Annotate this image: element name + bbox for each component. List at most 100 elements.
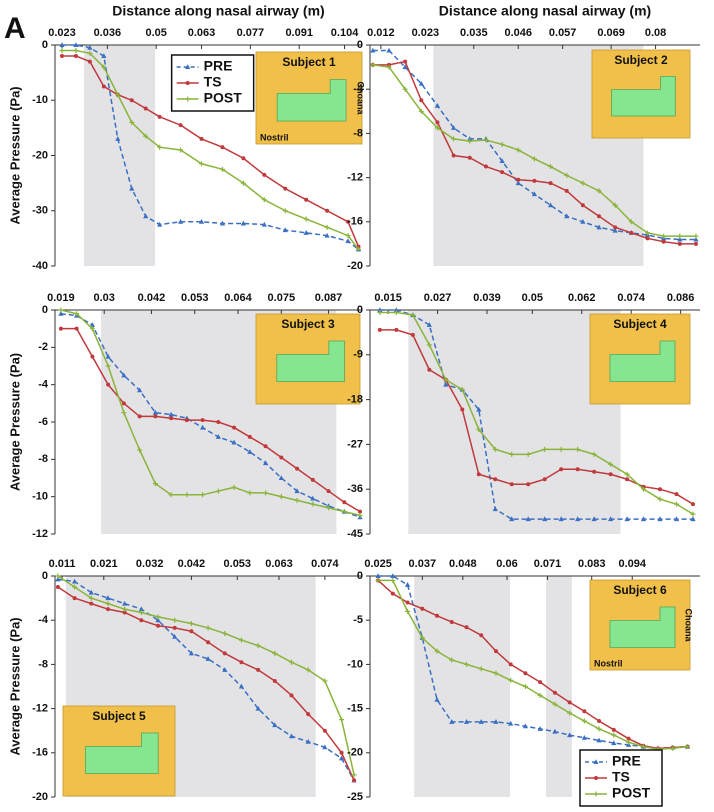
marker (582, 709, 587, 714)
y-tick-label: -10 (32, 94, 48, 106)
marker (129, 98, 134, 103)
x-tick-label: 0.048 (449, 558, 477, 570)
data-line (61, 44, 359, 251)
series (59, 48, 362, 252)
marker (89, 326, 95, 332)
series (58, 307, 363, 518)
marker (278, 475, 284, 480)
marker (690, 502, 695, 507)
inset-airway (609, 340, 676, 382)
marker (88, 589, 94, 595)
x-tick-label: 0.046 (504, 27, 532, 39)
marker (305, 738, 311, 744)
y-tick-label: -45 (347, 528, 363, 540)
marker (263, 490, 269, 496)
y-tick-label: -4 (38, 614, 49, 626)
inset-airway (276, 79, 347, 122)
marker (88, 595, 94, 601)
marker (238, 637, 244, 643)
marker (219, 166, 225, 172)
marker (184, 418, 189, 423)
x-tick-label: 0.086 (667, 292, 695, 304)
marker (172, 617, 178, 623)
marker (459, 387, 465, 393)
marker (199, 136, 204, 141)
marker (206, 640, 211, 645)
marker (326, 489, 331, 494)
shaded-region (414, 576, 510, 797)
y-tick-label: -8 (38, 658, 48, 670)
marker (537, 726, 543, 731)
y-tick-label: 0 (42, 570, 48, 582)
marker (200, 418, 205, 423)
x-tick-label: 0.027 (424, 292, 452, 304)
marker (567, 710, 573, 716)
y-tick-label: -2 (38, 341, 48, 353)
marker (552, 690, 557, 695)
x-tick-label: 0.019 (47, 292, 75, 304)
marker (419, 98, 424, 103)
y-tick-label: -27 (347, 438, 363, 450)
y-tick-label: 0 (42, 304, 48, 316)
marker (184, 492, 190, 498)
marker (139, 618, 144, 623)
marker (289, 693, 294, 698)
marker (657, 516, 663, 522)
series (59, 54, 361, 249)
marker (608, 461, 614, 467)
marker (105, 601, 111, 607)
series (370, 62, 699, 239)
marker (548, 181, 553, 186)
marker (435, 120, 440, 125)
data-line (379, 311, 694, 515)
marker (339, 717, 345, 723)
marker (101, 53, 107, 59)
marker (690, 516, 696, 522)
marker (143, 133, 149, 139)
y-tick-label: -5 (353, 614, 363, 626)
marker (542, 516, 548, 522)
marker (121, 372, 127, 378)
marker (304, 197, 309, 202)
marker (247, 490, 253, 496)
marker (59, 48, 65, 54)
marker (129, 185, 135, 191)
marker (390, 591, 395, 596)
annotation: Nostril (594, 658, 623, 668)
x-tick-label: 0.032 (136, 558, 164, 570)
marker (295, 466, 300, 471)
marker (239, 660, 244, 665)
marker (640, 516, 647, 522)
marker (531, 156, 537, 162)
series (377, 327, 695, 507)
marker (508, 662, 513, 667)
series (58, 326, 363, 514)
marker (492, 446, 498, 452)
x-tick-label: 0.042 (178, 558, 206, 570)
marker (451, 136, 457, 142)
marker (449, 719, 455, 724)
marker (255, 705, 261, 711)
marker (263, 444, 268, 449)
y-tick-label: -6 (38, 416, 48, 428)
marker (526, 482, 531, 487)
marker (405, 608, 411, 614)
marker (690, 511, 696, 517)
series (370, 59, 698, 246)
marker (522, 684, 528, 689)
marker (548, 164, 554, 170)
marker (531, 191, 537, 197)
marker (157, 221, 163, 227)
marker (90, 354, 95, 359)
marker (326, 505, 332, 511)
y-axis-title: Average Pressure (Pa) (7, 86, 22, 224)
y-tick-label: -20 (32, 791, 48, 803)
marker (356, 246, 362, 252)
series (375, 577, 690, 752)
marker (592, 469, 597, 474)
marker (283, 186, 288, 191)
marker (657, 496, 663, 502)
marker (580, 219, 586, 224)
marker (59, 54, 64, 59)
marker (89, 322, 95, 327)
